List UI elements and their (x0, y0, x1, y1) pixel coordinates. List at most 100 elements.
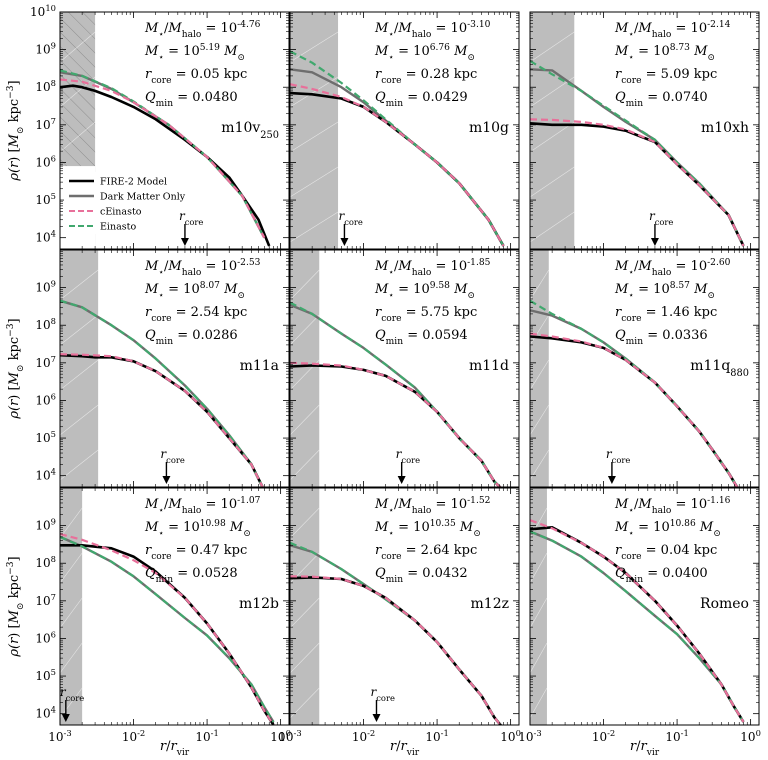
shade-diagonal (290, 314, 320, 346)
stellar-halo-ratio: M⋆/Mhalo = 10-3.10 (374, 20, 491, 40)
shade-diagonal (530, 121, 575, 153)
einasto-line (60, 535, 275, 723)
q-min: Qmin = 0.0336 (615, 328, 708, 347)
stellar-mass: M⋆ = 106.76 M⊙ (374, 43, 475, 63)
panel-Romeo: 10-3 10-2 10-1 100 M⋆/Mhalo = 10-1.16 M⋆ = 10… (518, 487, 761, 744)
shade-diagonal (290, 211, 339, 243)
y-axis-label: ρ(r) [M⊙ kpc−3] (6, 318, 26, 419)
stellar-mass: M⋆ = 108.73 M⊙ (614, 43, 715, 63)
shade-diagonal (290, 449, 320, 481)
shade-diagonal (60, 269, 99, 301)
x-tick-label: 10-1 (195, 728, 218, 744)
stellar-halo-ratio: M⋆/Mhalo = 10-1.85 (374, 258, 491, 278)
rcore-arrow-label: rcore (160, 447, 184, 465)
y-tick-label: 109 (35, 41, 56, 57)
rcore-arrow-label: rcore (396, 447, 420, 465)
stellar-halo-ratio: M⋆/Mhalo = 10-4.76 (144, 20, 261, 40)
stellar-mass: M⋆ = 108.57 M⊙ (614, 281, 715, 301)
x-tick-label: 10-2 (592, 728, 615, 744)
shade-diagonal (60, 597, 83, 629)
core-radius: rcore = 2.54 kpc (145, 305, 247, 324)
rcore-arrow-label: rcore (338, 209, 362, 227)
legend-background (64, 172, 160, 234)
x-tick-label: 10-2 (352, 728, 375, 744)
panel-plot-area (530, 488, 745, 725)
stellar-halo-ratio: M⋆/Mhalo = 10-2.60 (614, 258, 731, 278)
x-axis-label: r/rvir (630, 739, 660, 758)
ceinasto-line (60, 353, 264, 487)
shade-diagonal (60, 642, 83, 674)
shade-diagonal (60, 404, 99, 436)
panel-plot-area (290, 250, 502, 487)
stellar-mass: M⋆ = 108.07 M⊙ (144, 281, 245, 301)
x-tick-label: 10-2 (122, 728, 145, 744)
core-radius: rcore = 5.09 kpc (615, 67, 717, 86)
q-min: Qmin = 0.0286 (145, 328, 238, 347)
halo-name: m12b (239, 596, 279, 612)
shade-diagonal (290, 642, 320, 674)
y-tick-label: 107 (35, 592, 56, 608)
halo-name: m10v250 (221, 120, 279, 141)
dmo-line (60, 535, 275, 723)
rcore-arrow-label: rcore (60, 685, 84, 703)
x-axis-label: r/rvir (160, 739, 190, 758)
q-min: Qmin = 0.0400 (615, 566, 708, 585)
y-tick-label: 107 (35, 116, 56, 132)
ceinasto-line (290, 361, 502, 487)
y-tick-label: 104 (35, 229, 56, 245)
x-axis-label: r/rvir (390, 739, 420, 758)
y-tick-label: 108 (35, 78, 56, 94)
ceinasto-line (60, 532, 275, 725)
fire2-line (60, 543, 275, 725)
core-radius: rcore = 1.46 kpc (615, 305, 717, 324)
y-tick-label: 105 (35, 429, 56, 445)
einasto-line (530, 299, 739, 487)
core-radius: rcore = 0.47 kpc (145, 543, 247, 562)
q-min: Qmin = 0.0594 (375, 328, 468, 347)
halo-name: m10xh (701, 120, 749, 136)
einasto-line (290, 541, 502, 725)
shade-diagonal (530, 31, 575, 63)
shade-diagonal (60, 449, 99, 481)
ceinasto-line (290, 83, 505, 247)
stellar-mass: M⋆ = 1010.35 M⊙ (374, 519, 481, 539)
shade-diagonal (60, 507, 83, 539)
ceinasto-line (290, 575, 502, 725)
ceinasto-line (530, 118, 745, 247)
panel-plot-area (530, 12, 745, 249)
resolution-shade (290, 12, 339, 249)
shade-diagonal (530, 449, 550, 481)
q-min: Qmin = 0.0740 (615, 90, 708, 109)
y-axis-label: ρ(r) [M⊙ kpc−3] (6, 556, 26, 657)
ceinasto-line (530, 519, 745, 723)
panel-m11a: 104 105 106 107 108 109 M⋆/Mhalo = 10-2.53 M⋆ =… (35, 249, 290, 488)
shade-diagonal (530, 642, 548, 674)
rcore-arrow-head (397, 476, 406, 484)
shade-diagonal (530, 211, 575, 243)
y-tick-label: 104 (35, 705, 56, 721)
panel-plot-area (530, 250, 739, 487)
x-tick-label: 100 (740, 728, 761, 744)
x-tick-label: 100 (500, 728, 521, 744)
rcore-arrow-head (340, 238, 349, 246)
shade-diagonal (290, 687, 320, 719)
shade-diagonal (60, 359, 99, 391)
axis-labels: ρ(r) [M⊙ kpc−3] ρ(r) [M⊙ kpc−3] ρ(r) [M⊙ k… (6, 80, 660, 758)
panel-m10xh: M⋆/Mhalo = 10-2.14 M⋆ = 108.73 M⊙ rcore = … (529, 11, 760, 250)
x-tick-label: 10-1 (425, 728, 448, 744)
rcore-arrow-label: rcore (649, 209, 673, 227)
stellar-mass: M⋆ = 105.19 M⊙ (144, 43, 245, 63)
legend-label-fire2: FIRE-2 Model (100, 177, 167, 188)
shade-diagonal (290, 121, 339, 153)
stellar-halo-ratio: M⋆/Mhalo = 10-2.53 (144, 258, 261, 278)
halo-name: m11d (469, 358, 509, 374)
q-min: Qmin = 0.0480 (145, 90, 238, 109)
halo-name: m11a (240, 358, 279, 374)
rcore-arrow-head (61, 714, 70, 722)
panel-plot-area (60, 488, 275, 725)
x-tick-label: 10-3 (518, 728, 541, 744)
x-tick-label: 10-1 (665, 728, 688, 744)
einasto-line (60, 69, 266, 239)
rcore-arrow-head (180, 238, 189, 246)
